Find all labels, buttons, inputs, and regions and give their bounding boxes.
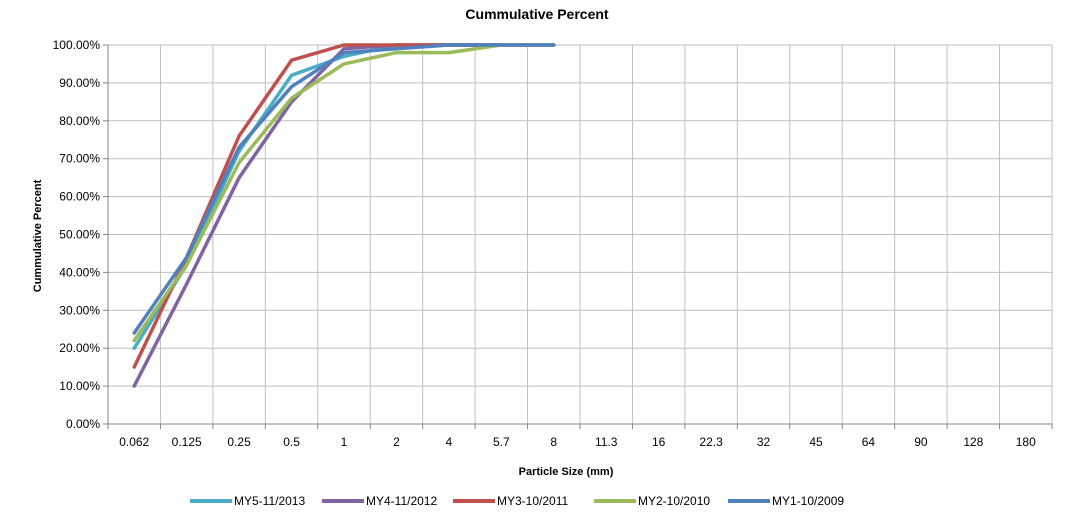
x-tick-label: 64: [862, 435, 876, 449]
x-tick-label: 0.062: [119, 435, 149, 449]
series-line-1: [132, 43, 556, 388]
series-line-3: [132, 43, 556, 343]
y-tick-label: 90.00%: [59, 76, 100, 90]
x-tick-label: 0.25: [227, 435, 251, 449]
y-tick-label: 0.00%: [66, 417, 100, 431]
axis-layer: 0.00% 10.00% 20.00% 30.00% 40.00% 50.00% 60.00…: [53, 38, 1053, 449]
legend-label-0: MY5-11/2013: [234, 494, 305, 508]
x-tick-label: 0.5: [283, 435, 300, 449]
x-tick-label: 90: [914, 435, 928, 449]
y-axis-label: Cummulative Percent: [32, 179, 44, 292]
chart-title: Cummulative Percent: [465, 6, 608, 22]
y-tick-label: 80.00%: [59, 114, 100, 128]
legend-label-4: MY1-10/2009: [772, 494, 844, 508]
series-layer: [132, 43, 556, 388]
x-tick-label: 32: [757, 435, 771, 449]
legend-label-1: MY4-11/2012: [366, 494, 437, 508]
series-line-4: [132, 43, 556, 335]
grid-layer: [107, 44, 1053, 425]
y-tick-label: 70.00%: [59, 152, 100, 166]
x-tick-label: 5.7: [493, 435, 510, 449]
x-tick-label: 2: [393, 435, 400, 449]
x-tick-label: 45: [809, 435, 823, 449]
x-tick-label: 128: [963, 435, 983, 449]
x-tick-label: 1: [341, 435, 348, 449]
x-tick-label: 11.3: [595, 435, 618, 449]
x-tick-label: 4: [446, 435, 453, 449]
y-tick-label: 30.00%: [59, 303, 100, 317]
x-tick-label: 8: [550, 435, 557, 449]
x-tick-label: 0.125: [172, 435, 202, 449]
legend-label-3: MY2-10/2010: [638, 494, 710, 508]
y-tick-label: 50.00%: [59, 228, 100, 242]
legend: MY5-11/2013 MY4-11/2012 MY3-10/2011 MY2-10/…: [190, 494, 844, 508]
series-line-2: [132, 43, 556, 369]
y-tick-label: 20.00%: [59, 341, 100, 355]
y-tick-label: 60.00%: [59, 190, 100, 204]
y-tick-label: 40.00%: [59, 265, 100, 279]
x-axis-label: Particle Size (mm): [519, 466, 614, 478]
x-tick-label: 180: [1016, 435, 1036, 449]
y-tick-label: 100.00%: [53, 38, 101, 52]
legend-label-2: MY3-10/2011: [497, 494, 568, 508]
x-tick-label: 16: [652, 435, 666, 449]
y-tick-label: 10.00%: [59, 379, 100, 393]
x-tick-label: 22.3: [699, 435, 723, 449]
